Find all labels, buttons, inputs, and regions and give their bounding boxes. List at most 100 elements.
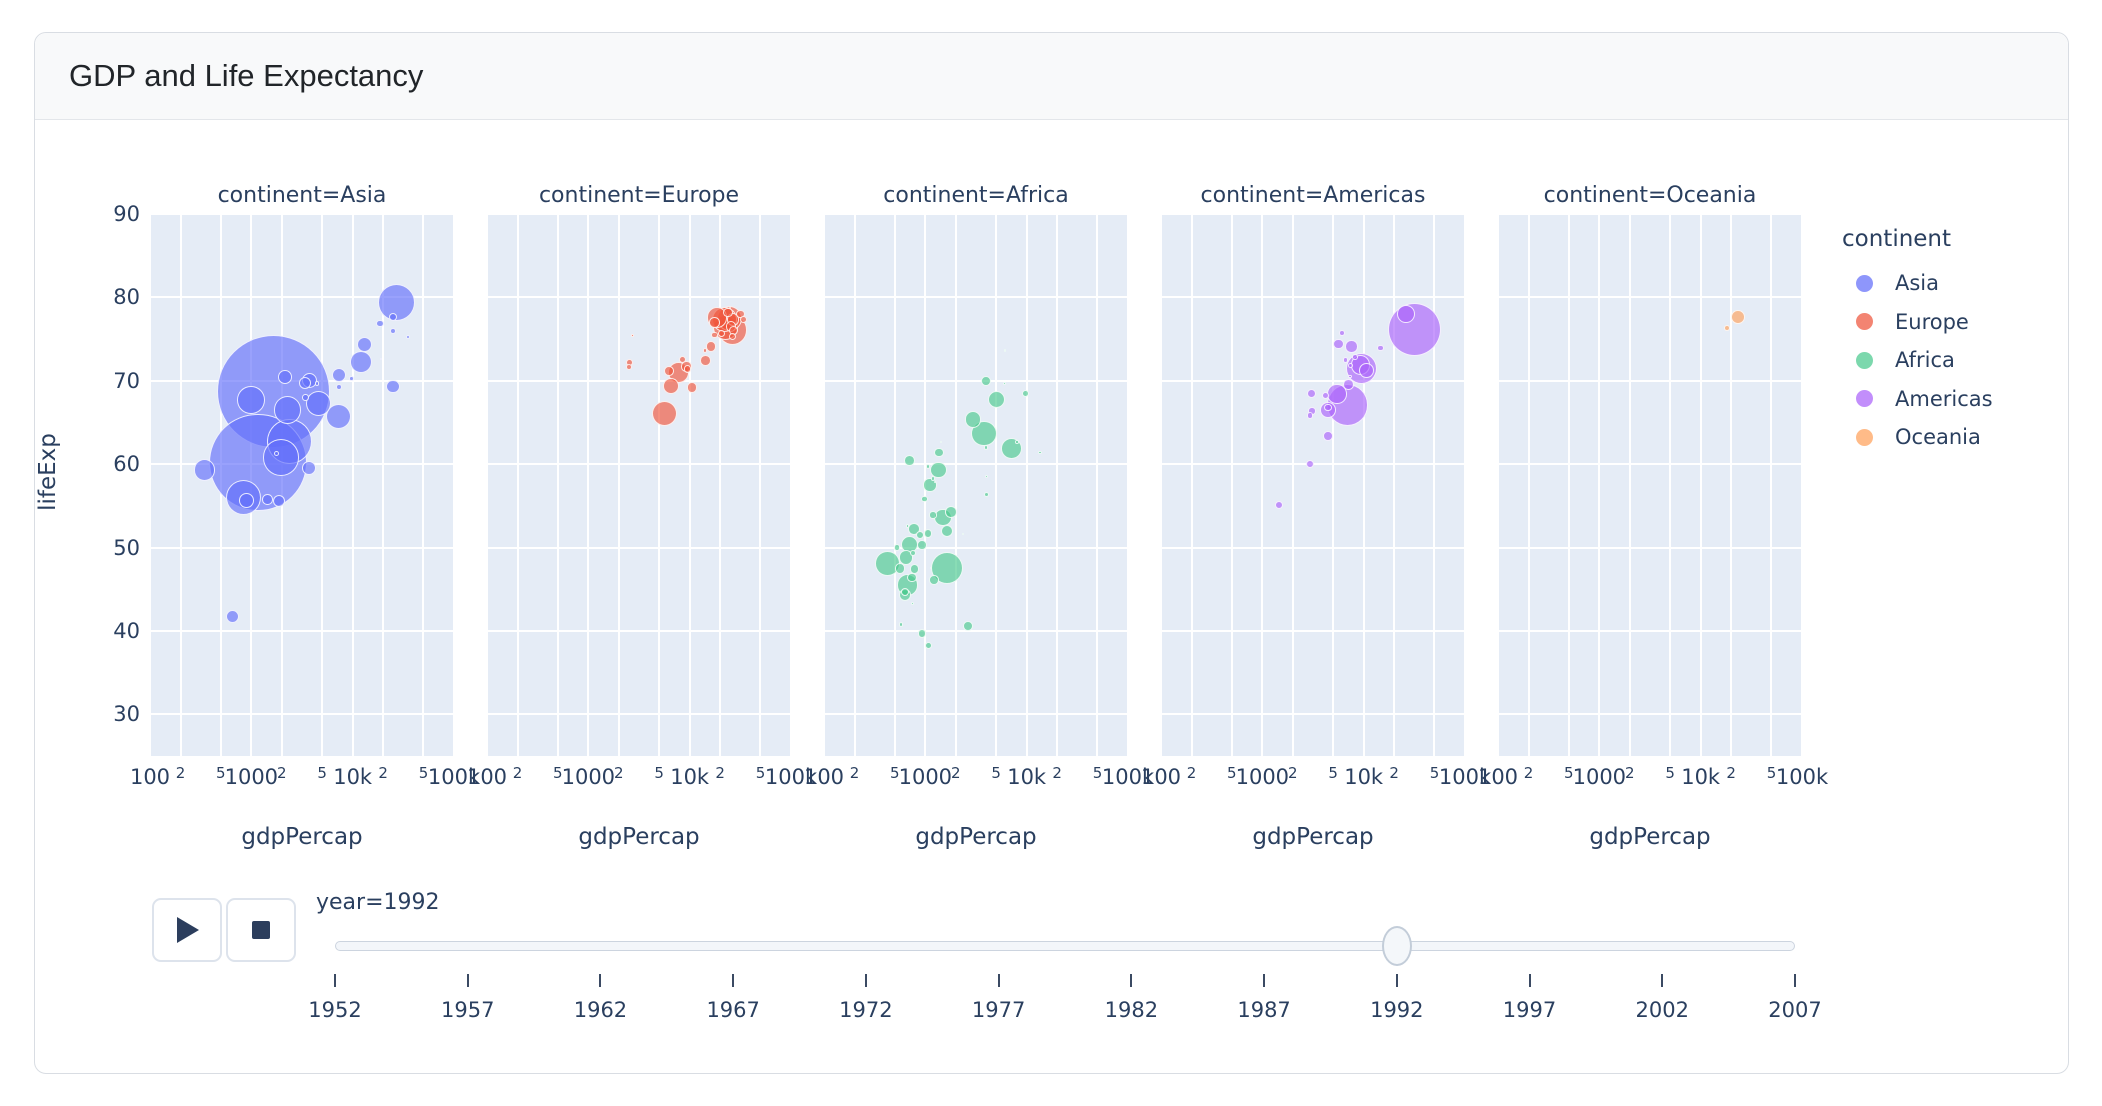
bubble[interactable] bbox=[929, 511, 937, 519]
bubble[interactable] bbox=[983, 491, 990, 497]
bubble[interactable] bbox=[336, 383, 343, 390]
facet-plot-africa[interactable] bbox=[824, 214, 1128, 756]
slider-step-1987[interactable]: 1987 bbox=[1237, 998, 1291, 1022]
bubble[interactable] bbox=[908, 523, 920, 535]
bubble[interactable] bbox=[926, 464, 931, 469]
bubble[interactable] bbox=[1305, 459, 1315, 469]
bubble[interactable] bbox=[729, 306, 732, 309]
slider-step-1967[interactable]: 1967 bbox=[706, 998, 760, 1022]
bubble[interactable] bbox=[1038, 450, 1042, 455]
bubble[interactable] bbox=[1724, 325, 1731, 332]
legend-item-africa[interactable]: Africa bbox=[1856, 343, 1955, 377]
bubble[interactable] bbox=[1001, 437, 1022, 459]
legend-item-asia[interactable]: Asia bbox=[1856, 266, 1939, 300]
bubble[interactable] bbox=[1343, 378, 1355, 390]
bubble[interactable] bbox=[728, 332, 737, 341]
bubble[interactable] bbox=[274, 450, 280, 456]
slider-step-1992[interactable]: 1992 bbox=[1370, 998, 1424, 1022]
bubble[interactable] bbox=[1351, 354, 1358, 361]
bubble[interactable] bbox=[1306, 412, 1314, 420]
bubble[interactable] bbox=[898, 550, 914, 565]
bubble[interactable] bbox=[894, 563, 906, 574]
bubble[interactable] bbox=[909, 549, 916, 556]
bubble[interactable] bbox=[389, 327, 396, 334]
bubble[interactable] bbox=[929, 567, 932, 570]
bubble[interactable] bbox=[917, 629, 927, 638]
bubble[interactable] bbox=[723, 307, 733, 318]
bubble[interactable] bbox=[385, 379, 400, 394]
slider-step-2002[interactable]: 2002 bbox=[1635, 998, 1689, 1022]
bubble[interactable] bbox=[930, 461, 947, 479]
bubble[interactable] bbox=[1377, 345, 1384, 352]
bubble[interactable] bbox=[964, 410, 982, 428]
bubble[interactable] bbox=[898, 621, 904, 627]
bubble[interactable] bbox=[893, 544, 901, 551]
bubble[interactable] bbox=[664, 365, 675, 376]
slider-step-1977[interactable]: 1977 bbox=[971, 998, 1026, 1022]
bubble[interactable] bbox=[278, 370, 293, 385]
legend-item-europe[interactable]: Europe bbox=[1856, 305, 1969, 339]
bubble[interactable] bbox=[971, 420, 997, 447]
bubble[interactable] bbox=[298, 377, 311, 390]
bubble[interactable] bbox=[921, 495, 928, 503]
bubble[interactable] bbox=[903, 455, 915, 467]
bubble[interactable] bbox=[917, 540, 928, 550]
bubble[interactable] bbox=[930, 475, 936, 481]
bubble[interactable] bbox=[652, 400, 678, 426]
bubble[interactable] bbox=[901, 587, 910, 596]
bubble[interactable] bbox=[663, 377, 680, 394]
bubble[interactable] bbox=[350, 351, 373, 374]
slider-handle[interactable] bbox=[1381, 926, 1412, 966]
facet-plot-oceania[interactable] bbox=[1498, 214, 1802, 756]
legend-item-americas[interactable]: Americas bbox=[1856, 382, 1993, 416]
slider-step-1957[interactable]: 1957 bbox=[440, 998, 495, 1022]
bubble[interactable] bbox=[376, 319, 384, 327]
bubble[interactable] bbox=[194, 459, 216, 481]
bubble[interactable] bbox=[678, 356, 686, 364]
bubble[interactable] bbox=[940, 441, 943, 444]
bubble[interactable] bbox=[987, 391, 1005, 409]
bubble[interactable] bbox=[331, 367, 346, 382]
facet-plot-europe[interactable] bbox=[487, 214, 791, 756]
bubble[interactable] bbox=[700, 355, 711, 367]
bubble[interactable] bbox=[273, 494, 286, 507]
bubble[interactable] bbox=[1397, 305, 1416, 323]
bubble[interactable] bbox=[933, 480, 937, 483]
bubble[interactable] bbox=[302, 461, 317, 476]
bubble[interactable] bbox=[314, 380, 320, 386]
bubble[interactable] bbox=[379, 357, 383, 361]
bubble[interactable] bbox=[711, 331, 718, 339]
bubble[interactable] bbox=[306, 390, 332, 416]
bubble[interactable] bbox=[984, 445, 989, 450]
bubble[interactable] bbox=[1332, 338, 1344, 350]
bubble[interactable] bbox=[717, 329, 726, 337]
bubble[interactable] bbox=[625, 364, 632, 371]
bubble[interactable] bbox=[984, 475, 988, 479]
bubble[interactable] bbox=[702, 348, 708, 354]
bubble[interactable] bbox=[1002, 381, 1007, 385]
slider-track[interactable] bbox=[335, 941, 1795, 951]
bubble[interactable] bbox=[302, 394, 309, 401]
stop-button[interactable] bbox=[226, 898, 296, 962]
bubble[interactable] bbox=[1339, 330, 1346, 337]
bubble[interactable] bbox=[274, 396, 302, 424]
slider-step-1982[interactable]: 1982 bbox=[1104, 998, 1159, 1022]
bubble[interactable] bbox=[1321, 392, 1329, 400]
bubble[interactable] bbox=[941, 524, 954, 537]
bubble[interactable] bbox=[1003, 349, 1007, 353]
bubble[interactable] bbox=[631, 334, 634, 338]
slider-step-1997[interactable]: 1997 bbox=[1502, 998, 1557, 1022]
bubble[interactable] bbox=[356, 337, 372, 353]
bubble[interactable] bbox=[237, 386, 265, 414]
bubble[interactable] bbox=[225, 479, 262, 516]
bubble[interactable] bbox=[981, 375, 991, 386]
bubble[interactable] bbox=[1323, 430, 1333, 441]
bubble[interactable] bbox=[915, 530, 925, 540]
bubble[interactable] bbox=[225, 610, 239, 624]
bubble[interactable] bbox=[924, 641, 932, 649]
facet-plot-americas[interactable] bbox=[1161, 214, 1465, 756]
bubble[interactable] bbox=[1345, 340, 1358, 353]
bubble[interactable] bbox=[1731, 310, 1746, 325]
bubble[interactable] bbox=[262, 493, 273, 505]
bubble[interactable] bbox=[923, 478, 937, 492]
